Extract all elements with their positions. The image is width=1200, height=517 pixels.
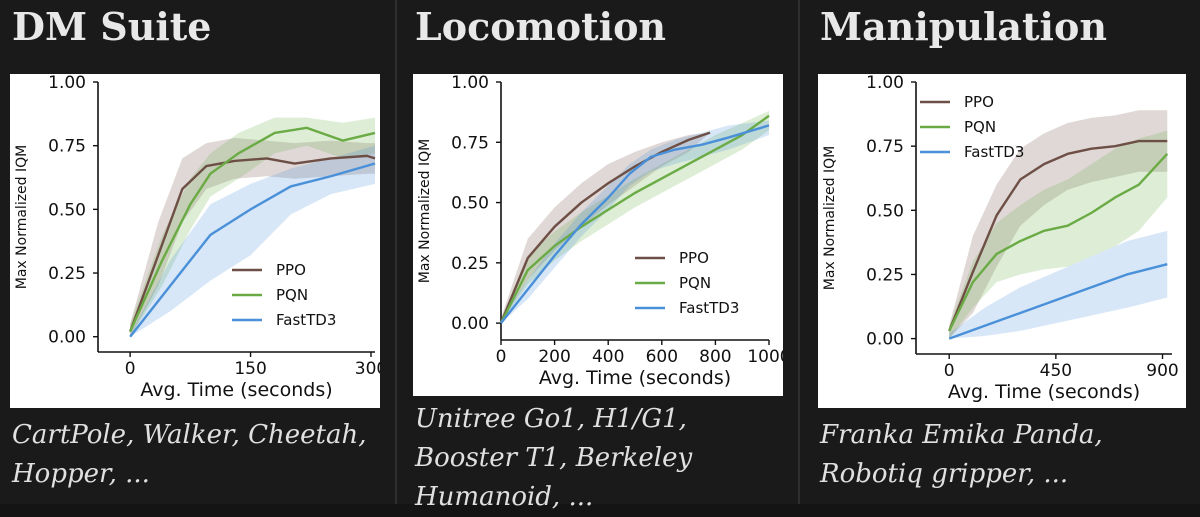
band-fasttd3 [949, 230, 1168, 339]
y-tick-label: 0.50 [48, 200, 86, 220]
x-tick-label: 150 [234, 359, 266, 379]
y-tick-label: 0.00 [866, 330, 904, 350]
x-tick-label: 450 [1040, 361, 1072, 381]
y-tick-label: 0.75 [48, 137, 86, 157]
series-line-ppo [499, 131, 711, 324]
band-fasttd3 [501, 120, 769, 324]
y-tick-label: 0.25 [866, 265, 904, 285]
y-tick-label: 1.00 [48, 74, 86, 93]
y-tick-label: 1.00 [451, 74, 489, 93]
panel-divider [395, 0, 397, 504]
panel-divider [798, 0, 800, 504]
band-ppo [130, 138, 375, 337]
series-line-fasttd3 [500, 124, 770, 324]
panel-dm-suite: DM Suite 0.00 0.25 0.50 0.75 1.00 0 150 300 Avg.… [0, 0, 395, 504]
panel-caption: CartPole, Walker, Cheetah, Hopper, ... [12, 420, 367, 489]
x-tick-label: 0 [125, 359, 136, 379]
x-axis-label: Avg. Time (seconds) [948, 381, 1140, 403]
chart-manipulation: 0.00 0.25 0.50 0.75 1.00 0 450 900 Avg. Time (se… [818, 74, 1186, 408]
x-tick-label: 300 [355, 359, 380, 379]
y-tick-label: 1.00 [866, 74, 904, 93]
series-line-ppo [948, 139, 1168, 332]
panel-caption: Franka Emika Panda, Robotiq gripper, ... [820, 420, 1103, 489]
y-tick-label: 0.75 [866, 137, 904, 157]
band-fasttd3 [130, 145, 375, 337]
band-pqn [949, 130, 1168, 339]
legend-label-fasttd3: FastTD3 [964, 143, 1024, 161]
x-tick-label: 600 [646, 347, 678, 367]
legend-label-ppo: PPO [276, 261, 306, 279]
y-tick-label: 0.50 [451, 194, 489, 214]
series-line-ppo [128, 154, 376, 333]
legend-label-fasttd3: FastTD3 [276, 311, 336, 329]
panel-title: Locomotion [415, 4, 667, 49]
chart-locomotion: 0.00 0.25 0.50 0.75 1.00 0 200 400 600 800 1000 Avg… [413, 74, 783, 396]
x-axis-label: Avg. Time (seconds) [539, 367, 731, 389]
series-line-pqn [499, 114, 770, 324]
x-tick-label: 400 [592, 347, 624, 367]
x-tick-label: 0 [944, 361, 955, 381]
x-tick-label: 900 [1146, 361, 1178, 381]
x-axis-label: Avg. Time (seconds) [140, 379, 332, 401]
y-tick-label: 0.50 [866, 201, 904, 221]
y-axis-label: Max Normalized IQM [417, 139, 433, 283]
series-line-pqn [948, 153, 1169, 332]
band-ppo [949, 110, 1168, 339]
panel-title: DM Suite [12, 4, 212, 49]
band-ppo [501, 132, 711, 324]
y-tick-label: 0.00 [48, 328, 86, 348]
series-line-fasttd3 [129, 162, 376, 338]
y-tick-label: 0.25 [451, 254, 489, 274]
y-tick-label: 0.00 [451, 314, 489, 334]
legend-label-pqn: PQN [276, 286, 308, 304]
y-tick-label: 0.75 [451, 133, 489, 153]
x-tick-label: 0 [496, 347, 507, 367]
legend-label-pqn: PQN [964, 118, 996, 136]
x-tick-label: 200 [538, 347, 570, 367]
y-tick-label: 0.25 [48, 264, 86, 284]
x-tick-label: 1000 [747, 347, 783, 367]
panel-title: Manipulation [820, 4, 1107, 49]
y-axis-label: Max Normalized IQM [822, 146, 838, 290]
panel-locomotion: Locomotion 0.00 0.25 0.50 0.75 1.00 0 200 400 60… [397, 0, 798, 512]
panel-manipulation: Manipulation 0.00 0.25 0.50 0.75 1.00 0 450 900… [800, 0, 1200, 504]
series-line-fasttd3 [948, 263, 1168, 340]
band-pqn [501, 110, 769, 324]
x-tick-label: 800 [699, 347, 731, 367]
y-axis-label: Max Normalized IQM [14, 145, 30, 289]
series-line-pqn [129, 126, 376, 333]
legend-label-pqn: PQN [679, 274, 711, 292]
chart-dm-suite: 0.00 0.25 0.50 0.75 1.00 0 150 300 Avg. Time (se… [10, 74, 380, 408]
legend-label-ppo: PPO [964, 93, 994, 111]
legend-label-fasttd3: FastTD3 [679, 299, 739, 317]
legend-label-ppo: PPO [679, 249, 709, 267]
panel-caption: Unitree Go1, H1/G1, Booster T1, Berkeley… [415, 404, 693, 512]
